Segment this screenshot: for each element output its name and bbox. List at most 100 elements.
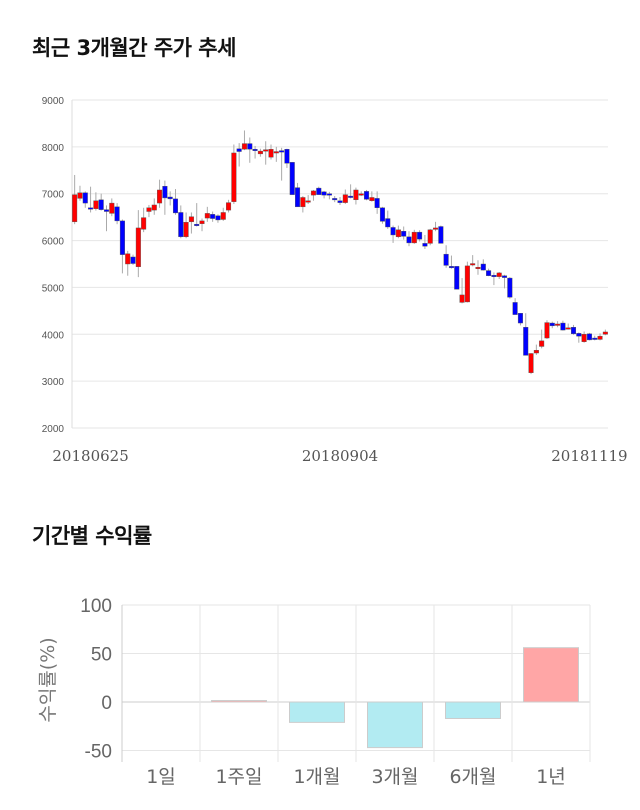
candle-body (353, 189, 359, 201)
candle-body (401, 230, 407, 237)
candle-body (395, 229, 401, 238)
return-bar (367, 701, 423, 749)
candle-body (555, 323, 561, 326)
returns-title: 기간별 수익률 (32, 524, 152, 548)
candle-body (162, 186, 168, 199)
candle-body (98, 199, 104, 210)
candle-body (273, 151, 279, 154)
candle-body (385, 218, 391, 228)
candle-body (146, 207, 152, 212)
candle-body (486, 270, 492, 276)
candle-body (539, 340, 545, 347)
candle-body (491, 275, 497, 277)
candle-body (151, 204, 157, 211)
y-tick-label: 8000 (42, 143, 65, 154)
candle-body (252, 148, 258, 151)
candle-body (295, 187, 301, 208)
candle-body (512, 302, 518, 315)
candle-body (443, 253, 449, 266)
candle-body (602, 331, 608, 335)
y-tick-label: 3000 (42, 377, 65, 388)
candle-body (289, 162, 295, 195)
candle-body (379, 207, 385, 222)
y-tick-label: 0 (101, 693, 112, 714)
candle-body (241, 143, 247, 150)
x-tick-label: 20180904 (302, 447, 378, 465)
x-tick-label: 20181119 (551, 447, 627, 465)
candle-body (310, 190, 316, 196)
candle-body (427, 229, 433, 244)
y-tick-label: 2000 (42, 424, 65, 435)
candle-body (332, 198, 338, 201)
candle-body (316, 187, 322, 195)
candle-body (576, 333, 582, 337)
price-trend-title: 최근 3개월간 주가 추세 (32, 36, 236, 60)
x-tick-label: 1개월 (293, 766, 340, 788)
candle-body (178, 212, 184, 238)
candle-body (157, 189, 163, 204)
x-tick-label: 1년 (536, 766, 566, 788)
candle-body (194, 223, 200, 226)
candle-body (475, 267, 481, 269)
y-tick-label: 100 (80, 596, 112, 617)
candle-body (326, 193, 332, 196)
candle-body (183, 222, 189, 238)
candle-body (406, 236, 412, 244)
candle-body (417, 231, 423, 240)
candle-body (597, 335, 603, 340)
candle-body (364, 191, 370, 200)
y-tick-label: 7000 (42, 190, 65, 201)
candle-body (125, 253, 131, 265)
candle-body (88, 207, 94, 210)
candle-body (433, 227, 439, 230)
candle-body (167, 196, 173, 200)
candle-body (586, 333, 592, 341)
candle-body (523, 327, 529, 356)
candle-body (300, 197, 306, 208)
candle-body (374, 198, 380, 208)
x-tick-label: 1주일 (215, 766, 262, 788)
candle-body (459, 294, 465, 303)
candle-body (517, 313, 523, 324)
y-tick-label: 5000 (42, 283, 65, 294)
candle-body (348, 195, 354, 198)
candle-body (279, 150, 285, 153)
candle-body (470, 263, 476, 266)
candle-body (236, 148, 242, 152)
candle-body (188, 216, 194, 223)
return-bar (289, 701, 345, 723)
candle-body (220, 212, 226, 220)
candle-body (82, 192, 88, 204)
candle-body (77, 192, 83, 199)
x-tick-label: 6개월 (449, 766, 496, 788)
candle-body (369, 197, 375, 201)
candle-body (337, 200, 343, 203)
candle-body (464, 265, 470, 303)
candle-body (390, 227, 396, 236)
candle-body (109, 202, 115, 214)
candle-body (528, 353, 534, 373)
x-tick-label: 20180625 (52, 447, 128, 465)
candle-body (305, 200, 311, 203)
y-tick-label: 9000 (42, 96, 65, 107)
candle-body (172, 198, 178, 214)
y-tick-label: -50 (85, 742, 112, 763)
candle-body (454, 266, 460, 290)
candle-body (422, 243, 428, 247)
candle-body (257, 150, 263, 155)
return-bar (523, 647, 579, 703)
candle-body (438, 226, 444, 244)
return-bar (211, 700, 267, 703)
candle-body (549, 322, 555, 327)
candle-body (448, 266, 454, 269)
candle-body (496, 272, 502, 277)
candle-body (210, 214, 216, 219)
candle-body (321, 191, 327, 196)
candle-body (247, 143, 253, 150)
candle-body (114, 206, 120, 222)
candle-body (502, 275, 508, 278)
candle-body (130, 256, 136, 264)
candle-body (571, 327, 577, 335)
candle-body (72, 194, 78, 223)
